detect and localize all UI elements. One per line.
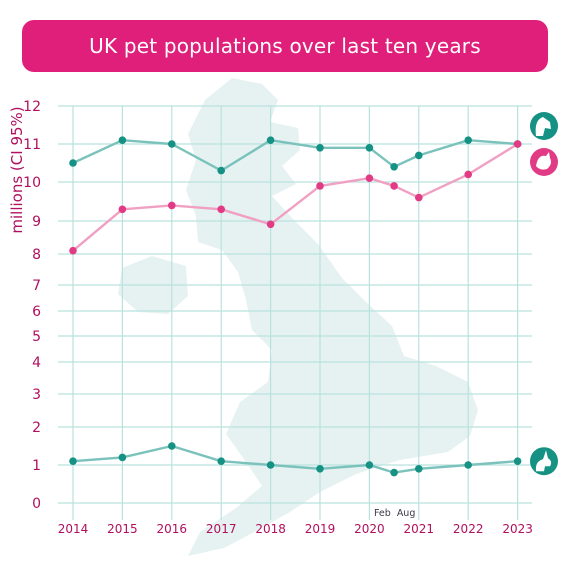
great-britain-silhouette [186,78,478,556]
data-point [217,205,225,214]
data-point [390,163,398,171]
series-rabbit [69,442,522,477]
data-point [390,468,398,477]
data-point [118,453,127,462]
series-cat [69,140,522,255]
data-point [266,461,275,469]
data-point [464,461,473,469]
data-point [365,144,374,152]
x-tick-label: 2021 [404,522,435,536]
cat-silhouette [536,152,551,170]
rabbit-icon [530,447,558,476]
y-tick-label: 10 [23,175,41,191]
y-axis-label: millions (CI 95%) [8,106,26,233]
chart-title: UK pet populations over last ten years [22,20,548,72]
data-point [69,159,77,167]
x-tick-label: 2019 [305,522,336,536]
data-point [316,465,324,473]
data-point [266,136,275,144]
x-tick-label: 2023 [502,522,533,536]
y-tick-label: 4 [32,355,41,371]
y-tick-label: 0 [32,496,41,512]
cat-icon [530,148,558,176]
data-point [365,461,374,469]
data-point [415,151,423,160]
data-point [69,246,77,255]
series-line [72,138,518,172]
y-tick-label: 7 [32,278,41,294]
data-point [118,205,127,214]
data-point [69,457,77,466]
x-tick-label: 2017 [206,522,237,536]
data-point [316,182,324,190]
data-point [118,136,127,144]
y-tick-label: 11 [23,137,41,153]
rabbit-silhouette [535,450,552,472]
data-point [464,136,473,144]
y-tick-label: 1 [32,458,41,474]
y-tick-label: 2 [32,420,41,436]
y-tick-label: 6 [32,304,41,320]
x-annotation-feb: Feb [374,508,391,519]
x-annotation-aug: Aug [397,508,416,519]
data-point [217,166,225,175]
data-point [415,465,423,473]
x-tick-label: 2022 [453,522,484,536]
series [69,136,522,477]
data-point [217,457,225,466]
y-tick-label: 9 [32,214,41,230]
x-tick-label: 2015 [107,522,138,536]
data-point [415,193,423,202]
data-point [168,140,176,148]
data-point [464,170,473,179]
data-point [168,201,176,210]
data-point [513,457,522,466]
data-point [365,174,374,182]
x-tick-label: 2020 [354,522,385,536]
data-point [316,144,324,152]
dog-silhouette [535,117,551,136]
dog-icon [530,112,558,140]
data-point [266,220,275,229]
x-tick-label: 2018 [255,522,286,536]
data-point [513,140,522,148]
y-tick-label: 5 [32,329,41,345]
data-point [390,182,398,190]
y-tick-label: 3 [32,387,41,403]
x-tick-label: 2014 [58,522,89,536]
series-icons [530,112,558,476]
y-tick-label: 12 [23,99,41,115]
data-point [168,442,176,450]
x-tick-label: 2016 [157,522,188,536]
y-tick-label: 8 [32,247,41,263]
